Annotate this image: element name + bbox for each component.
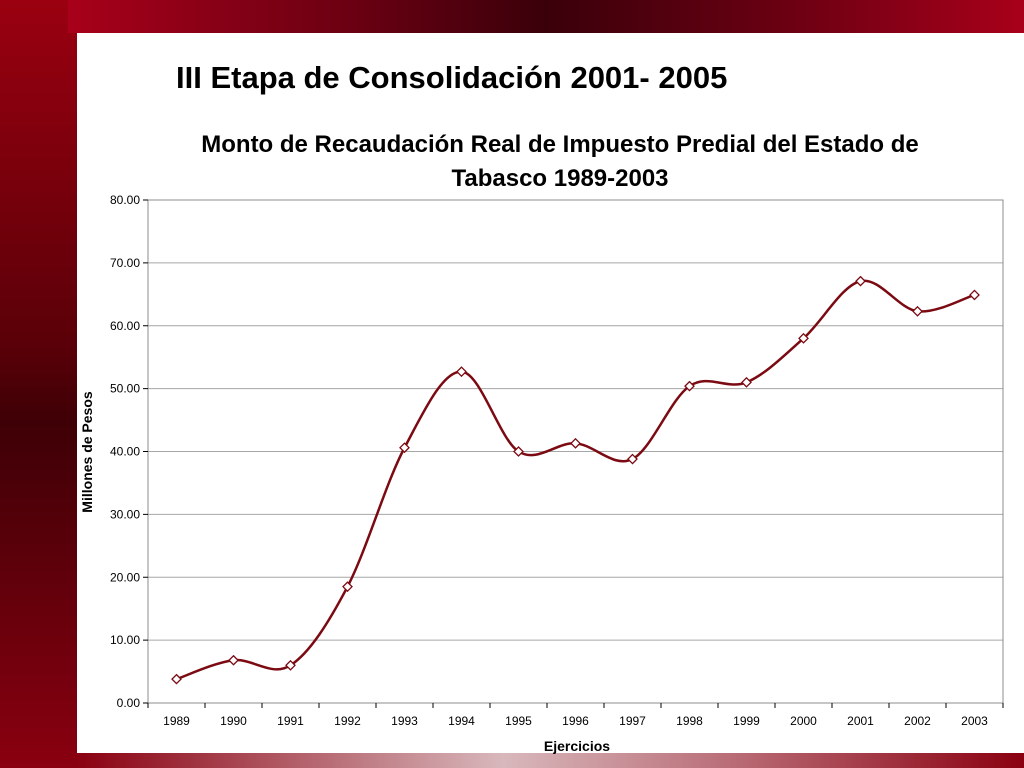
data-point-marker (684, 380, 695, 392)
data-point-marker (798, 332, 809, 344)
data-point-marker (228, 654, 239, 666)
y-tick-label: 0.00 (117, 696, 141, 710)
x-tick-label: 1993 (391, 714, 418, 728)
data-point-marker (912, 305, 923, 317)
x-tick-label: 1998 (676, 714, 703, 728)
data-point-marker (627, 453, 638, 465)
chart-title-line-2: Tabasco 1989-2003 (451, 165, 668, 192)
top-decorative-band (68, 0, 1024, 33)
x-tick-label: 1994 (448, 714, 475, 728)
series-markers (171, 275, 980, 685)
bottom-decorative-band (77, 753, 1024, 768)
gridlines (148, 199, 1003, 704)
x-tick-label: 1996 (562, 714, 589, 728)
y-tick-label: 10.00 (110, 633, 140, 647)
data-point-marker (342, 581, 353, 593)
data-point-marker (285, 659, 296, 671)
data-point-marker (399, 442, 410, 454)
data-point-marker (741, 376, 752, 388)
x-tick-label: 1997 (619, 714, 646, 728)
y-tick-label: 30.00 (110, 507, 140, 521)
x-axis-ticks: 1989 1990 1991 1992 1993 1994 1995 1996 1997 1998… (147, 703, 1004, 728)
x-tick-label: 1990 (220, 714, 247, 728)
x-axis-label: Ejercicios (544, 738, 610, 754)
x-tick-label: 2002 (904, 714, 931, 728)
x-tick-label: 1995 (505, 714, 532, 728)
chart-title-line-1: Monto de Recaudación Real de Impuesto Pr… (201, 131, 918, 158)
data-point-marker (171, 673, 182, 685)
data-point-marker (456, 366, 467, 378)
y-tick-label: 50.00 (110, 382, 140, 396)
x-tick-label: 2003 (961, 714, 988, 728)
y-tick-label: 80.00 (110, 193, 140, 207)
y-tick-label: 40.00 (110, 445, 140, 459)
y-tick-label: 60.00 (110, 319, 140, 333)
data-point-marker (513, 446, 524, 457)
data-point-marker (570, 437, 581, 449)
series-line (176, 279, 975, 681)
x-tick-label: 2000 (790, 714, 817, 728)
y-axis-ticks: 0.00 10.00 20.00 30.00 40.00 50.00 60.00 70.00 8… (110, 193, 148, 710)
slide-title: III Etapa de Consolidación 2001- 2005 (176, 60, 728, 95)
x-tick-label: 1992 (334, 714, 361, 728)
left-decorative-band (0, 0, 77, 768)
x-tick-label: 2001 (847, 714, 874, 728)
x-tick-label: 1989 (163, 714, 190, 728)
x-tick-label: 1991 (277, 714, 304, 728)
y-axis-label: Millones de Pesos (79, 391, 95, 513)
y-tick-label: 70.00 (110, 256, 140, 270)
x-tick-label: 1999 (733, 714, 760, 728)
y-tick-label: 20.00 (110, 570, 140, 584)
data-point-marker (855, 275, 866, 287)
data-point-marker (969, 289, 980, 301)
